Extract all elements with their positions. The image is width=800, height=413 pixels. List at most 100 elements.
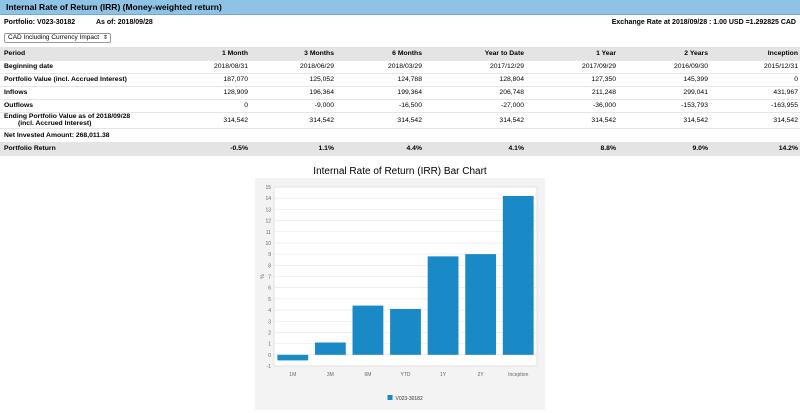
header-3-months: 3 Months xyxy=(250,47,336,61)
y-tick-label: 0 xyxy=(268,353,271,359)
table-cell: -16,500 xyxy=(336,99,424,113)
net-invested-row: Net Invested Amount: 268,011.38 xyxy=(0,128,800,142)
legend-label: V023-30182 xyxy=(396,396,423,402)
y-axis-label: % xyxy=(260,274,266,279)
y-tick-label: 7 xyxy=(268,275,271,281)
table-cell: 0 xyxy=(158,99,250,113)
y-tick-label: 12 xyxy=(265,219,271,225)
header-1-month: 1 Month xyxy=(158,47,250,61)
x-tick-label: 3M xyxy=(327,372,334,378)
table-cell: -27,000 xyxy=(424,99,526,113)
irr-bar-chart: -1 0 1 2 3 4 5 6 7 8 9 10 11 12 13 14 15% 1M 3M 6M YTD 1Y 2Y In… xyxy=(255,178,545,410)
x-tick-label: 6M xyxy=(364,372,371,378)
y-tick-label: 13 xyxy=(265,207,271,213)
row-label: Outflows xyxy=(0,99,158,113)
table-cell: 206,748 xyxy=(424,86,526,100)
header-ytd: Year to Date xyxy=(424,47,526,61)
row-label-line2: (incl. Accrued Interest) xyxy=(18,120,92,127)
table-cell: 199,364 xyxy=(336,86,424,100)
table-cell: 128,804 xyxy=(424,73,526,87)
table-cell: -9,000 xyxy=(250,99,336,113)
table-row: Outflows 0 -9,000 -16,500 -27,000 -36,00… xyxy=(0,99,800,113)
return-cell: 9.0% xyxy=(618,142,710,156)
table-cell: 314,542 xyxy=(250,112,336,129)
table-cell: 124,788 xyxy=(336,73,424,87)
x-tick-label: 2Y xyxy=(478,372,485,378)
portfolio-label: Portfolio: V023-30182 xyxy=(4,19,76,26)
y-tick-label: 15 xyxy=(265,185,271,191)
x-tick-label: Inception xyxy=(508,372,529,378)
table-cell: 125,052 xyxy=(250,73,336,87)
y-tick-label: 1 xyxy=(268,342,271,348)
y-tick-label: 5 xyxy=(268,297,271,303)
bar xyxy=(390,308,421,355)
table-cell: 314,542 xyxy=(424,112,526,129)
x-tick-label: 1M xyxy=(289,372,296,378)
return-cell: 14.2% xyxy=(710,142,800,156)
row-label: Beginning date xyxy=(0,60,158,74)
bar xyxy=(352,305,384,355)
table-cell: -163,955 xyxy=(710,99,800,113)
bar xyxy=(427,256,459,355)
return-cell: 8.8% xyxy=(526,142,618,156)
x-tick-label: 1Y xyxy=(440,372,447,378)
table-cell: 299,041 xyxy=(618,86,710,100)
table-row: Inflows 128,909 196,364 199,364 206,748 … xyxy=(0,86,800,100)
table-cell: 2016/09/30 xyxy=(618,60,710,74)
bar xyxy=(277,354,309,361)
x-tick-label: YTD xyxy=(401,372,411,378)
table-cell: 127,350 xyxy=(526,73,618,87)
y-tick-label: 9 xyxy=(268,252,271,258)
header-period: Period xyxy=(0,47,158,61)
select-arrows-icon: ⇕ xyxy=(102,35,108,41)
asof-label: As of: 2018/09/28 xyxy=(96,19,153,26)
y-tick-label: 8 xyxy=(268,263,271,269)
net-invested-amount: Net Invested Amount: 268,011.38 xyxy=(4,131,110,139)
row-label: Inflows xyxy=(0,86,158,100)
table-cell: 314,542 xyxy=(336,112,424,129)
table-cell: 2017/09/29 xyxy=(526,60,618,74)
legend-swatch xyxy=(387,395,393,400)
table-cell: 314,542 xyxy=(710,112,800,129)
row-label-line1: Ending Portfolio Value as of 2018/09/28 xyxy=(4,113,131,120)
table-cell: -153,793 xyxy=(618,99,710,113)
y-tick-label: 2 xyxy=(268,330,271,336)
table-header-row: Period 1 Month 3 Months 6 Months Year to… xyxy=(0,47,800,61)
row-label: Ending Portfolio Value as of 2018/09/28 … xyxy=(0,112,158,129)
table-cell: -36,000 xyxy=(526,99,618,113)
currency-select-value: CAD Including Currency Impact xyxy=(8,34,100,41)
table-cell: 187,070 xyxy=(158,73,250,87)
portfolio-return-row: Portfolio Return -0.5% 1.1% 4.4% 4.1% 8.… xyxy=(0,142,800,156)
table-cell: 2018/03/29 xyxy=(336,60,424,74)
table-row: Beginning date 2018/08/31 2018/06/29 201… xyxy=(0,60,800,74)
header-2-years: 2 Years xyxy=(618,47,710,61)
y-tick-label: -1 xyxy=(267,364,272,370)
currency-select[interactable]: CAD Including Currency Impact ⇕ xyxy=(4,33,111,43)
y-tick-label: 4 xyxy=(268,308,271,314)
bar xyxy=(314,342,346,355)
table-row: Portfolio Value (incl. Accrued Interest)… xyxy=(0,73,800,87)
exchange-rate-label: Exchange Rate at 2018/09/28 : 1.00 USD =… xyxy=(611,19,796,26)
table-cell: 145,399 xyxy=(618,73,710,87)
bar xyxy=(502,195,534,355)
info-bar: Portfolio: V023-30182 As of: 2018/09/28 … xyxy=(0,19,800,29)
header-6-months: 6 Months xyxy=(336,47,424,61)
table-row: Ending Portfolio Value as of 2018/09/28 … xyxy=(0,112,800,129)
page-title: Internal Rate of Return (IRR) (Money-wei… xyxy=(6,2,222,12)
table-cell: 2018/06/29 xyxy=(250,60,336,74)
table-cell: 314,542 xyxy=(526,112,618,129)
header-inception: Inception xyxy=(710,47,800,61)
row-label: Portfolio Return xyxy=(0,142,158,156)
table-cell: 431,967 xyxy=(710,86,800,100)
irr-table: Period 1 Month 3 Months 6 Months Year to… xyxy=(0,47,800,156)
table-cell: 196,364 xyxy=(250,86,336,100)
return-cell: 4.4% xyxy=(336,142,424,156)
table-cell: 314,542 xyxy=(158,112,250,129)
row-label: Portfolio Value (incl. Accrued Interest) xyxy=(0,73,158,87)
table-cell: 314,542 xyxy=(618,112,710,129)
y-tick-label: 6 xyxy=(268,286,271,292)
title-bar: Internal Rate of Return (IRR) (Money-wei… xyxy=(0,0,800,15)
table-cell: 2015/12/31 xyxy=(710,60,800,74)
y-tick-label: 11 xyxy=(266,230,271,236)
header-1-year: 1 Year xyxy=(526,47,618,61)
